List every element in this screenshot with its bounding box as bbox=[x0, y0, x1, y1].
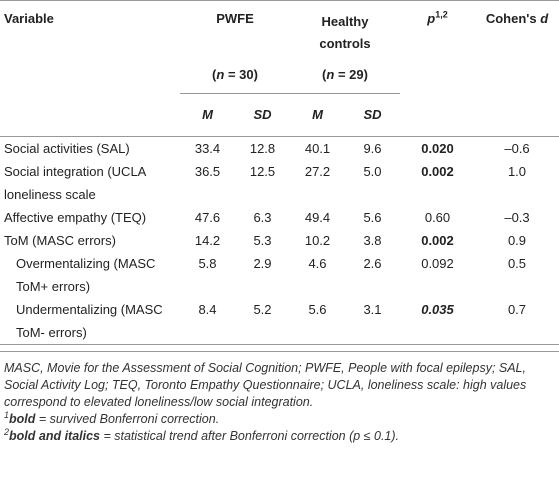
pwfe-sd: 12.8 bbox=[249, 140, 276, 156]
hc-sd: 5.6 bbox=[363, 209, 382, 225]
pwfe-m: 8.4 bbox=[198, 301, 217, 317]
pwfe-sd: 5.2 bbox=[253, 301, 272, 317]
row: Undermentalizing (MASC ToM- errors) 8.4 5.… bbox=[0, 298, 559, 344]
paren: ( bbox=[322, 66, 327, 82]
pwfe-m: 47.6 bbox=[194, 209, 221, 225]
p-value: 0.092 bbox=[421, 255, 454, 271]
p-value: 0.002 bbox=[421, 163, 454, 179]
n-symbol: n bbox=[216, 66, 225, 82]
variable: Affective empathy (TEQ) bbox=[4, 209, 147, 225]
header-healthy-text: Healthy controls bbox=[319, 14, 371, 51]
note-marker: 2 bbox=[4, 426, 10, 437]
variable: Social activities (SAL) bbox=[4, 140, 130, 156]
n-value: = 29) bbox=[334, 66, 368, 82]
results-table: Variable PWFE Healthy controls p1,2 Cohe… bbox=[0, 0, 559, 344]
hc-m: 49.4 bbox=[304, 209, 331, 225]
p-symbol: p bbox=[427, 11, 436, 26]
cohens-d: 1.0 bbox=[507, 163, 527, 179]
pwfe-sd: 2.9 bbox=[253, 255, 272, 271]
sub-header: SD bbox=[253, 107, 272, 123]
sub-header: M bbox=[312, 107, 323, 123]
note-marker: 1 bbox=[4, 409, 10, 420]
hc-m: 27.2 bbox=[304, 163, 331, 179]
blank bbox=[0, 94, 180, 137]
pwfe-m: 5.8 bbox=[198, 255, 217, 271]
pwfe-sd: 6.3 bbox=[253, 209, 272, 225]
hc-sd: 3.8 bbox=[363, 232, 382, 248]
blank bbox=[400, 94, 475, 137]
cohens-text: Cohen's bbox=[485, 11, 541, 26]
footnote-1: 1bold = survived Bonferroni correction. bbox=[4, 409, 555, 428]
table-body: Social activities (SAL) 33.4 12.8 40.1 9.6 0.… bbox=[0, 136, 559, 344]
footnote-2: 2bold and italics = statistical trend af… bbox=[4, 426, 555, 445]
header-pwfe: PWFE bbox=[216, 11, 254, 26]
variable: Undermentalizing (MASC ToM- errors) bbox=[16, 301, 163, 340]
hc-sd: 3.1 bbox=[363, 301, 382, 317]
row: Social activities (SAL) 33.4 12.8 40.1 9.6 0.… bbox=[0, 136, 559, 160]
hc-m: 5.6 bbox=[308, 301, 327, 317]
pwfe-m: 33.4 bbox=[194, 140, 221, 156]
n-symbol: n bbox=[326, 66, 335, 82]
header-cohens-d: Cohen's d bbox=[475, 1, 559, 94]
header-p: p1,2 bbox=[400, 1, 475, 94]
header-healthy-n: (n = 29) bbox=[290, 55, 400, 94]
d-symbol: d bbox=[540, 11, 549, 26]
hc-m: 4.6 bbox=[308, 255, 327, 271]
hc-sd: 5.0 bbox=[363, 163, 382, 179]
hc-sd: 2.6 bbox=[363, 255, 382, 271]
note-text: = survived Bonferroni correction. bbox=[35, 411, 220, 426]
cohens-d: 0.5 bbox=[507, 255, 527, 271]
p-value: 0.020 bbox=[421, 140, 454, 156]
paren: ( bbox=[212, 66, 217, 82]
note-bold: bold and italics bbox=[9, 428, 101, 443]
cohens-d: 0.9 bbox=[507, 232, 527, 248]
pwfe-m: 14.2 bbox=[194, 232, 221, 248]
header-pwfe-n: (n = 30) bbox=[180, 55, 290, 94]
note-bold: bold bbox=[9, 411, 36, 426]
cohens-d: –0.6 bbox=[504, 140, 530, 156]
hc-sd: 9.6 bbox=[363, 140, 382, 156]
cohens-d: 0.7 bbox=[507, 301, 527, 317]
variable: Overmentalizing (MASC ToM+ errors) bbox=[16, 255, 156, 294]
row: Overmentalizing (MASC ToM+ errors) 5.8 2.9… bbox=[0, 252, 559, 298]
note-text: = statistical trend after Bonferroni cor… bbox=[100, 428, 400, 443]
n-value: = 30) bbox=[224, 66, 258, 82]
variable: Social integration (UCLA loneliness scal… bbox=[4, 163, 146, 202]
p-value: 0.60 bbox=[424, 209, 451, 225]
header-variable: Variable bbox=[4, 11, 54, 26]
row: Affective empathy (TEQ) 47.6 6.3 49.4 5.6 0.6… bbox=[0, 206, 559, 229]
row: ToM (MASC errors) 14.2 5.3 10.2 3.8 0.002 0.9 bbox=[0, 229, 559, 252]
p-superscript: 1,2 bbox=[435, 9, 448, 20]
abbreviations: MASC, Movie for the Assessment of Social… bbox=[4, 360, 527, 409]
hc-m: 40.1 bbox=[304, 140, 331, 156]
header-healthy: Healthy controls bbox=[290, 1, 400, 56]
p-value: 0.035 bbox=[421, 301, 454, 317]
pwfe-sd: 12.5 bbox=[249, 163, 276, 179]
footnotes: MASC, Movie for the Assessment of Social… bbox=[0, 350, 559, 445]
hc-m: 10.2 bbox=[304, 232, 331, 248]
blank bbox=[475, 94, 559, 137]
pwfe-sd: 5.3 bbox=[253, 232, 272, 248]
sub-header: SD bbox=[363, 107, 382, 123]
row: Social integration (UCLA loneliness scal… bbox=[0, 160, 559, 206]
cohens-d: –0.3 bbox=[504, 209, 530, 225]
pwfe-m: 36.5 bbox=[194, 163, 221, 179]
variable: ToM (MASC errors) bbox=[4, 232, 116, 248]
p-value: 0.002 bbox=[421, 232, 454, 248]
sub-header: M bbox=[202, 107, 213, 123]
